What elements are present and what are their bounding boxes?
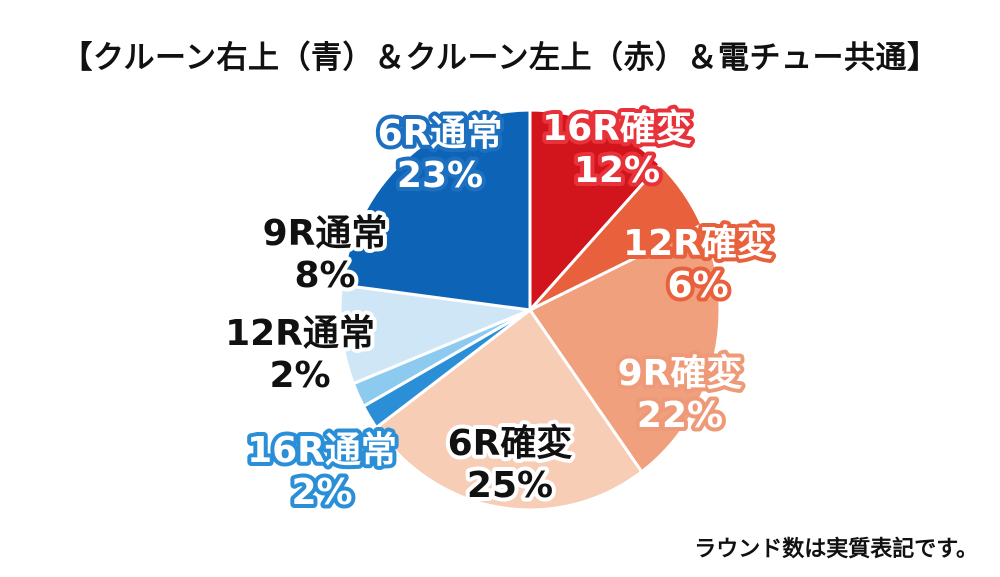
pie-slice [527,222,722,474]
slice-value-label: 2% [269,355,330,396]
chart-title: 【クルーン右上（青）＆クルーン左上（赤）＆電チュー共通】 [61,40,939,76]
pie-slice [528,108,663,314]
pie-slice [339,108,532,312]
slice-label: 12R確変 [623,222,773,264]
pie-slice [338,283,536,386]
slice-value-label: 25% [467,465,553,506]
slice-label: 9R確変 [618,352,743,394]
slice-label: 9R通常 [263,213,388,254]
slice-value-label: 2% [291,472,352,513]
slice-label: 12R通常 [225,313,375,354]
slice-value-label: 8% [294,255,355,296]
slice-value-label: 23% [397,155,483,196]
slice-label: 6R通常 [378,113,503,154]
slice-label: 16R通常 [247,430,397,471]
pie-slice [374,307,644,512]
slice-label: 16R確変 [542,107,692,149]
slice-label: 6R確変 [448,422,573,464]
pie-slices [338,108,722,512]
slice-value-label: 6% [667,265,728,306]
footnote: ラウンド数は実質表記です。 [694,537,978,562]
slice-value-label: 12% [574,150,660,191]
slice-value-label: 22% [637,395,723,436]
pie-labels: 16R確変12%12R確変6%9R確変22%6R確変25%16R通常2%12R通… [221,103,777,517]
